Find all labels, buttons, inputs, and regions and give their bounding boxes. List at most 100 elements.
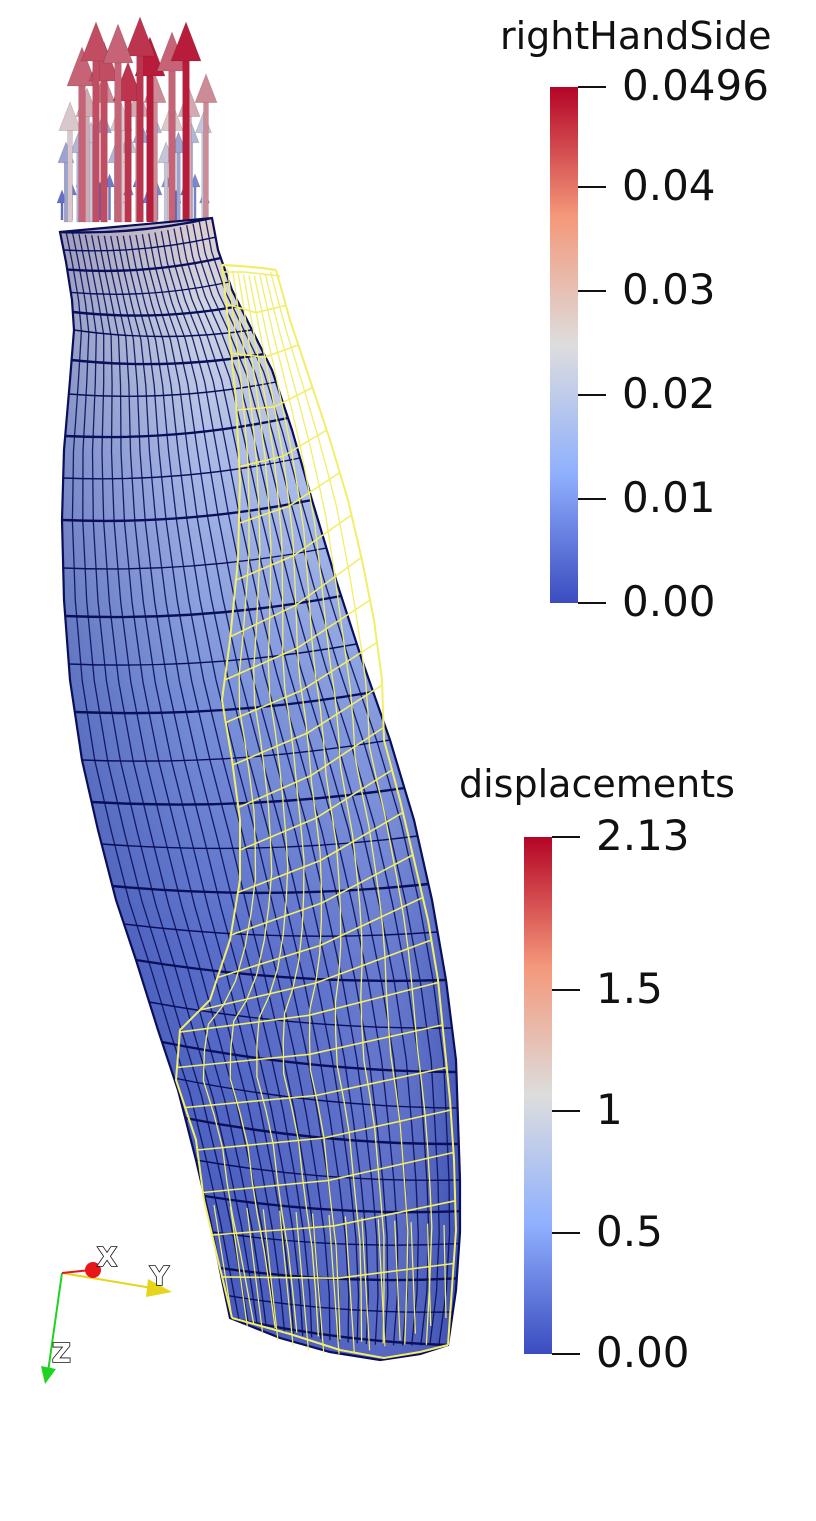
wireframe-edge [279,1210,294,1347]
wireframe-edge [179,981,439,1033]
load-arrow [102,23,134,223]
mesh-long-edge [186,225,419,1346]
mesh-long-edge [103,235,295,1334]
orientation-axes[interactable]: X Y Z [41,1242,172,1384]
wireframe-edge [328,1214,340,1355]
z-axis-label: Z [52,1339,71,1369]
wireframe-edge [264,273,409,1345]
legend-title: displacements [459,762,735,806]
wireframe-edge [237,272,298,1333]
x-axis-marker [85,1262,101,1278]
colorbar-tick [578,289,606,292]
colorbar-tick [552,1353,580,1355]
wireframe-edge [443,1224,447,1319]
mesh-long-edge [72,233,249,1323]
wireframe-edge [253,275,363,1342]
load-arrow [194,73,218,223]
mesh-long-edge [122,235,322,1339]
mesh-long-edge [205,219,451,1346]
mesh-ring-edge [73,329,253,338]
colorbar-tick-label: 0.00 [622,577,716,626]
y-axis-label: Y [149,1262,170,1292]
colorbar-tick [552,836,580,838]
colorbar-tick-label: 1.5 [596,963,663,1013]
mesh-ring-edge [67,256,222,273]
colorbar-tick-label: 2.13 [596,811,690,860]
mesh-long-edge [97,235,286,1332]
mesh-ring-edge [63,236,216,252]
colorbar-tick-label: 0.03 [622,264,716,314]
wireframe-edge [344,1216,355,1354]
wireframe-edge [410,1222,416,1334]
wireframe-edge [377,1219,386,1347]
load-arrow [58,101,82,223]
colorbar-tick-label: 0.0496 [622,61,769,110]
colorbar-tick-label: 0.01 [622,472,716,522]
wireframe-edge [229,270,276,1329]
colorbar-tick-label: 1 [596,1085,623,1135]
mesh-long-edge [116,235,313,1338]
colorbar-tick-label: 0.04 [622,160,716,210]
mesh-long-edge [167,229,389,1346]
mesh-long-edge [148,233,360,1344]
wireframe-edge [361,1217,371,1351]
z-axis-line [47,1272,63,1373]
mesh-ring-edge [70,281,230,295]
mesh-ring-edge [60,218,213,234]
wireframe-edge [427,1223,432,1327]
colorbar-tick [552,988,580,991]
mesh-long-edge [129,235,331,1341]
mesh-shading [60,218,460,1360]
mesh-long-edge [110,235,304,1336]
wireframe-edge [231,1317,449,1360]
mesh-outline [58,216,462,1362]
mesh-long-edge [78,233,258,1326]
mesh-long-edge [173,228,399,1346]
mesh-long-edge [154,232,369,1345]
load-arrow [124,16,156,223]
colorbar-tick [552,1110,580,1113]
wireframe-edge [221,263,277,272]
colorbar-tick [552,1231,580,1234]
load-arrow [80,21,112,223]
wireframe-edge [295,1212,309,1351]
legend-title: rightHandSide [500,14,772,58]
wireframe-edge [312,1213,325,1354]
wireframe-edge [262,1209,279,1341]
wireframe-edge [269,271,433,1345]
y-axis-arrowhead [146,1279,172,1297]
colorbar-tick-label: 0.02 [622,368,716,418]
x-axis-label: X [97,1243,117,1273]
mesh-long-edge [141,234,350,1343]
mesh-long-edge [160,231,379,1345]
wireframe-edge [259,274,385,1344]
mesh-long-edge [198,221,440,1346]
wireframe-edge [248,275,341,1340]
colorbar-tick [578,393,606,396]
wireframe-edge [229,1206,248,1327]
colorbar-tick [578,497,606,500]
colorbar [524,837,552,1354]
load-arrow [170,21,202,223]
colorbar-tick-label: 0.00 [596,1328,690,1377]
deformed-mesh [58,216,462,1362]
colorbar-tick [578,602,606,604]
load-arrows [56,16,218,223]
wireframe-edge [242,274,320,1337]
mesh-long-edge [84,234,267,1328]
undeformed-wireframe [174,263,458,1360]
colorbar [550,87,578,603]
z-axis-arrowhead [41,1366,56,1384]
colorbar-tick-label: 0.5 [596,1206,663,1256]
wireframe-edge [246,1207,264,1334]
colorbar-tick [578,185,606,188]
wireframe-edge [202,267,257,1324]
y-axis-line [61,1272,153,1289]
mesh-long-edge [65,232,240,1321]
mesh-ring-edge [72,304,241,317]
colorbar-tick [578,86,606,88]
wireframe-edge [394,1220,401,1341]
wireframe-edge [213,1204,233,1319]
load-arrow [66,46,98,223]
